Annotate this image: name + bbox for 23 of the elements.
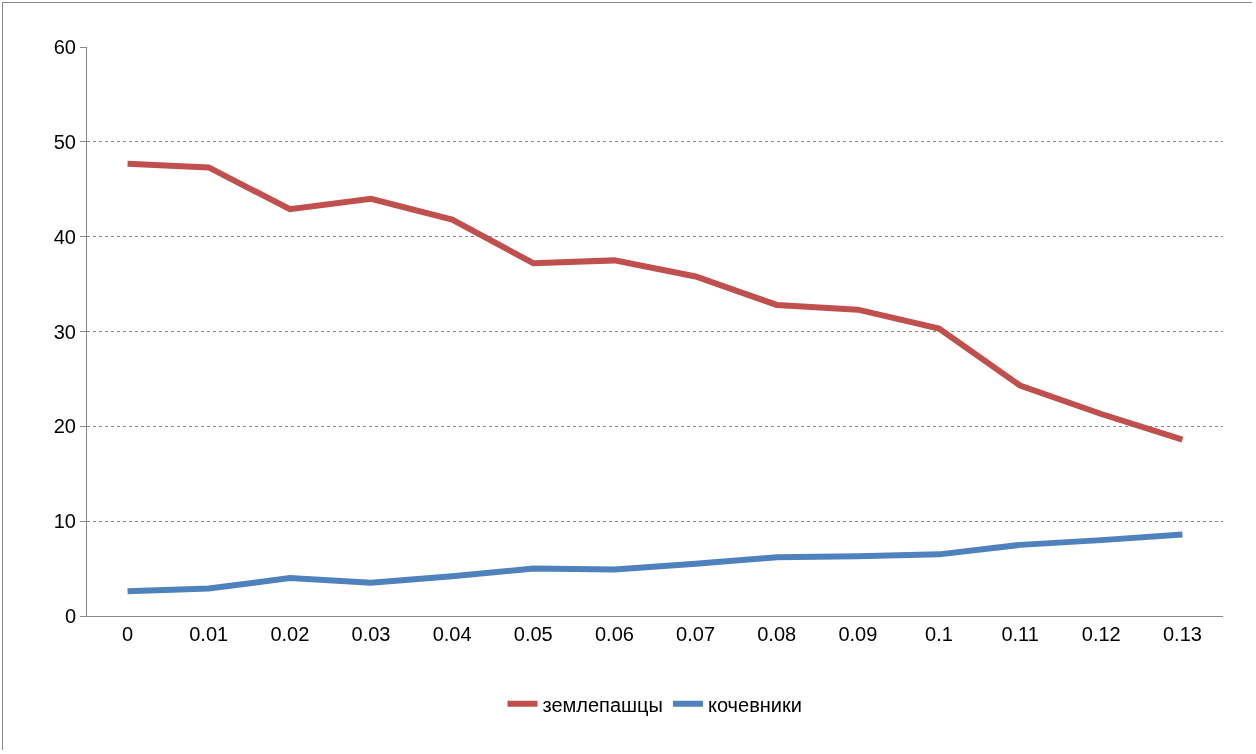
y-tick-label: 60 (53, 36, 76, 58)
x-tick-label: 0.12 (1081, 623, 1121, 645)
y-tick-label: 0 (64, 605, 76, 627)
x-tick-label: 0.07 (676, 623, 716, 645)
x-tick-label: 0.11 (1001, 623, 1039, 645)
x-tick-label: 0.05 (513, 623, 553, 645)
x-tick-label: 0.09 (838, 623, 878, 645)
x-tick-label: 0.03 (351, 623, 391, 645)
y-tick-label: 40 (53, 225, 76, 248)
x-tick-label: 0.02 (270, 623, 310, 645)
x-tick-label: 0.01 (189, 623, 229, 645)
y-tick-label: 50 (53, 130, 76, 153)
y-tick-label: 10 (53, 510, 76, 533)
x-tick-label: 0.1 (925, 623, 953, 645)
x-tick-label: 0.08 (757, 623, 797, 645)
legend-label: кочевники (707, 693, 802, 716)
x-tick-label: 0.13 (1162, 623, 1202, 645)
x-tick-label: 0.04 (432, 623, 472, 645)
legend-label: землепашцы (542, 693, 663, 716)
x-tick-label: 0 (122, 623, 134, 645)
y-tick-label: 20 (53, 415, 76, 438)
x-tick-label: 0.06 (594, 623, 634, 645)
y-tick-label: 30 (53, 320, 76, 343)
